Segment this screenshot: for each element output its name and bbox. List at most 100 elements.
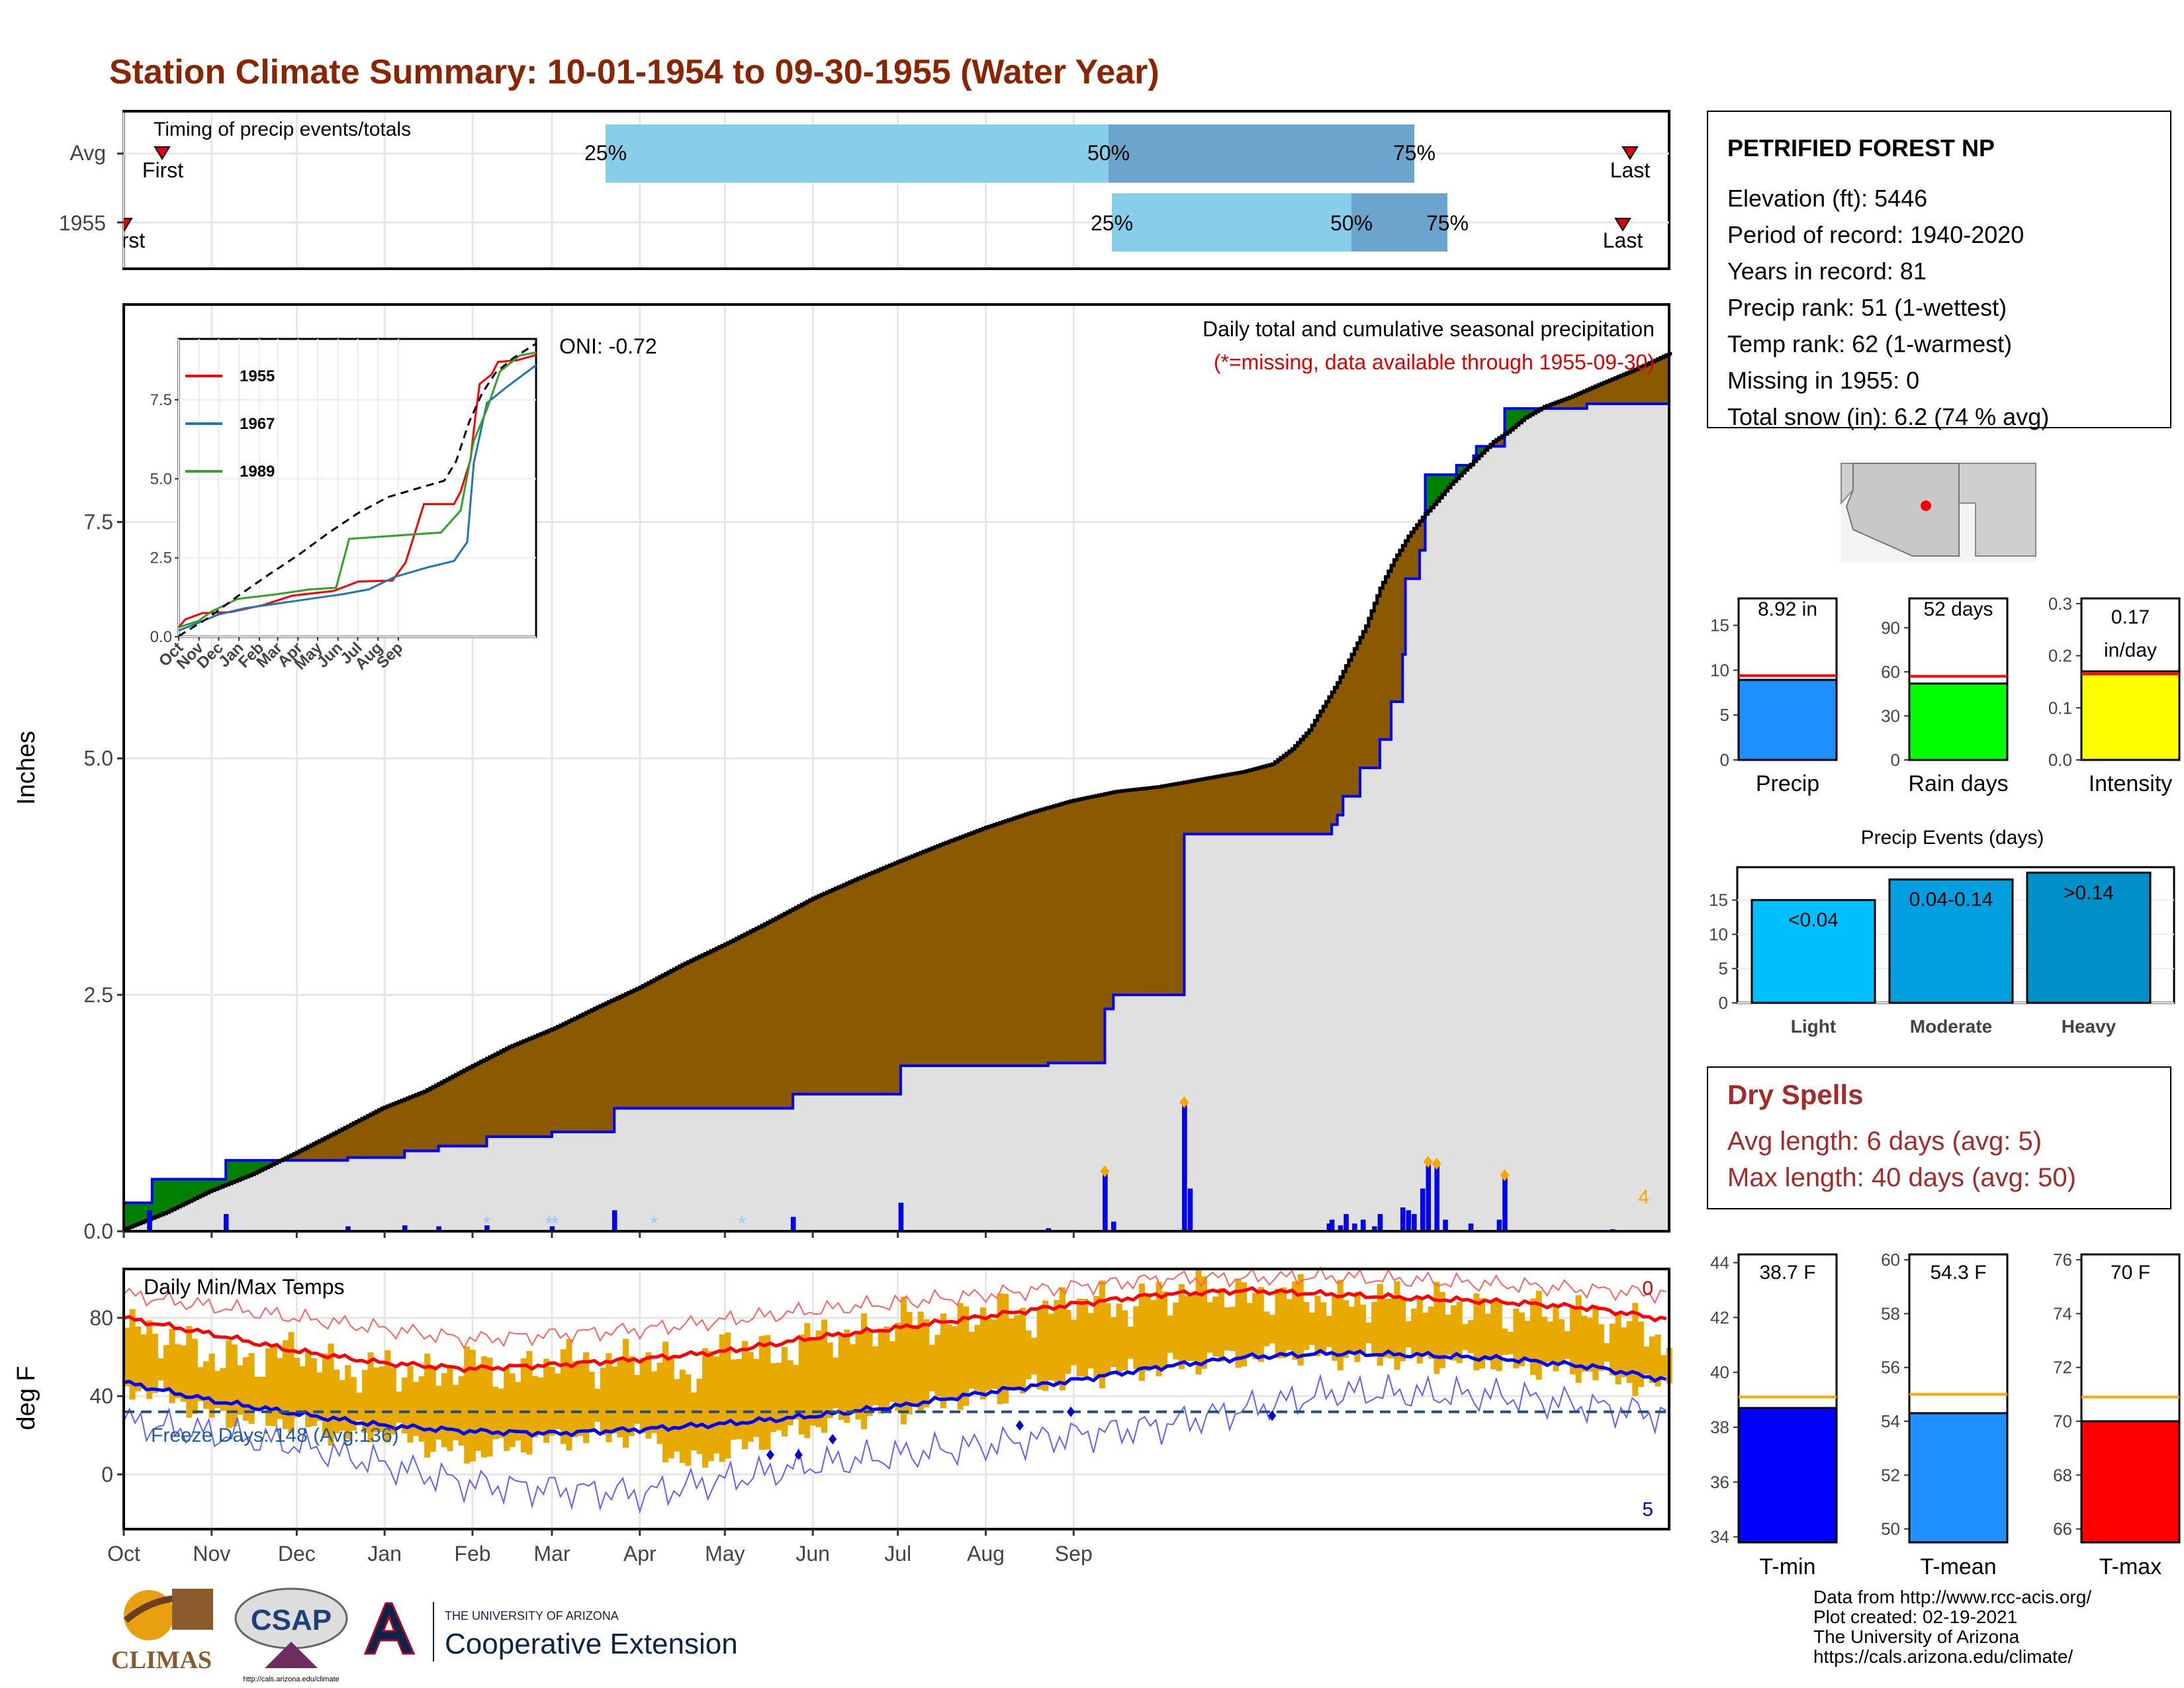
deficit-bar: [608, 1002, 612, 1132]
summary-frame: [1908, 597, 2009, 761]
deficit-bar: [314, 1143, 317, 1160]
deficit-bar: [410, 1097, 414, 1151]
deficit-bar: [424, 1091, 428, 1151]
cumulative-base-bar: [841, 1094, 844, 1231]
cumulative-base-bar: [1056, 1062, 1060, 1231]
inset-legend-label: 1989: [240, 463, 275, 481]
deficit-bar: [586, 1012, 590, 1132]
precip-ylabel: Inches: [13, 731, 40, 805]
daily-temp-range-bar: [1206, 1302, 1213, 1353]
surplus-bar: [197, 1179, 201, 1197]
daily-temp-range-bar: [1167, 1315, 1173, 1353]
deficit-bar: [818, 896, 822, 1094]
cumulative-base-bar: [356, 1157, 360, 1231]
deficit-bar: [781, 915, 785, 1109]
surplus-bar: [220, 1179, 224, 1188]
event-bar: [2026, 871, 2152, 1004]
deficit-bar: [968, 833, 972, 1066]
deficit-bar: [639, 987, 643, 1109]
cumulative-base-bar: [1649, 404, 1653, 1231]
event-bar-label: Light: [1791, 1016, 1836, 1037]
cumulative-base-bar: [197, 1197, 201, 1231]
cumulative-base-bar: [619, 1108, 623, 1231]
cumulative-base-bar: [1085, 1062, 1089, 1231]
daily-temp-range-bar: [356, 1392, 363, 1421]
daily-temp-range-bar: [997, 1293, 1003, 1405]
cumulative-base-bar: [1019, 1066, 1023, 1231]
daily-temp-range-bar: [1399, 1296, 1406, 1362]
deficit-bar: [736, 938, 740, 1109]
daily-temp-range-bar: [498, 1388, 504, 1438]
cumulative-base-bar: [1527, 416, 1531, 1231]
cumulative-base-bar: [489, 1137, 493, 1231]
temp-summary-frame: [1737, 1253, 1838, 1544]
deficit-bar: [1414, 528, 1418, 579]
deficit-bar: [1555, 402, 1559, 409]
daily-temp-range-bar: [725, 1333, 731, 1459]
cumulative-base-bar: [727, 1108, 731, 1231]
daily-temp-range-bar: [509, 1373, 516, 1447]
deficit-bar: [549, 1030, 553, 1137]
cumulative-base-bar: [1663, 404, 1667, 1231]
deficit-bar: [1303, 736, 1307, 834]
daily-temp-range-bar: [1008, 1318, 1015, 1388]
deficit-bar: [1584, 391, 1588, 409]
temp-summary-label: T-min: [1760, 1554, 1816, 1579]
summary-frame: [2080, 597, 2181, 761]
daily-temp-range-bar: [855, 1331, 862, 1420]
daily-precip-bar: [1406, 1210, 1412, 1232]
surplus-bar: [152, 1179, 156, 1218]
daily-temp-range-bar: [707, 1351, 714, 1462]
deficit-bar: [1655, 360, 1659, 404]
daily-temp-range-bar: [957, 1303, 964, 1410]
daily-temp-range-bar: [668, 1358, 674, 1458]
temp-summary-frame: [2080, 1253, 2181, 1544]
yr-last-label: Last: [1603, 228, 1643, 252]
deficit-bar: [926, 850, 930, 1066]
cumulative-base-bar: [231, 1182, 235, 1231]
cumulative-base-bar: [915, 1066, 919, 1231]
cumulative-base-bar: [1110, 1009, 1114, 1231]
temp-summary-ytick-label: 52: [1881, 1465, 1900, 1485]
cumulative-base-bar: [1326, 834, 1330, 1231]
daily-temp-range-bar: [1405, 1321, 1412, 1348]
cumulative-base-bar: [1096, 1062, 1100, 1231]
deficit-bar: [679, 966, 683, 1109]
cumulative-base-bar: [917, 1066, 921, 1231]
yr-first-label: First: [104, 228, 145, 252]
cumulative-base-bar: [1093, 1062, 1097, 1231]
deficit-bar: [1292, 749, 1296, 834]
deficit-bar: [571, 1019, 575, 1132]
missing-data-marker: *: [650, 1213, 658, 1235]
cumulative-base-bar: [478, 1146, 482, 1231]
daily-temp-range-bar: [1161, 1291, 1168, 1369]
deficit-bar: [401, 1100, 405, 1158]
daily-temp-range-bar: [1479, 1298, 1486, 1369]
station-line: Elevation (ft): 5446: [1727, 185, 1927, 212]
deficit-bar: [489, 1056, 493, 1137]
daily-temp-range-bar: [833, 1357, 839, 1409]
cumulative-base-bar: [1005, 1066, 1009, 1231]
deficit-bar: [350, 1124, 354, 1158]
cumulative-base-bar: [523, 1137, 527, 1231]
precip-panel: * ** * * 0.02.55.07.5 Inches Daily total an…: [13, 303, 1672, 1243]
deficit-bar: [390, 1105, 394, 1158]
deficit-bar: [1345, 665, 1349, 796]
cumulative-base-bar: [835, 1094, 839, 1231]
deficit-bar: [753, 929, 757, 1109]
oni-label: ONI: -0.72: [559, 334, 657, 358]
deficit-bar: [1150, 788, 1154, 995]
deficit-bar: [634, 990, 638, 1109]
surplus-bar: [234, 1160, 238, 1182]
deficit-bar: [1396, 555, 1400, 702]
deficit-bar: [1360, 637, 1363, 768]
daily-temp-range-bar: [594, 1388, 601, 1422]
cumulative-base-bar: [1405, 579, 1409, 1231]
deficit-bar: [1110, 792, 1114, 1009]
dry-frame: [1707, 1066, 2171, 1209]
events-title: Precip Events (days): [1861, 827, 2044, 849]
deficit-bar: [393, 1103, 396, 1158]
cumulative-base-bar: [1082, 1062, 1086, 1231]
event-bar: [1888, 878, 2014, 1004]
deficit-bar: [1564, 399, 1568, 409]
